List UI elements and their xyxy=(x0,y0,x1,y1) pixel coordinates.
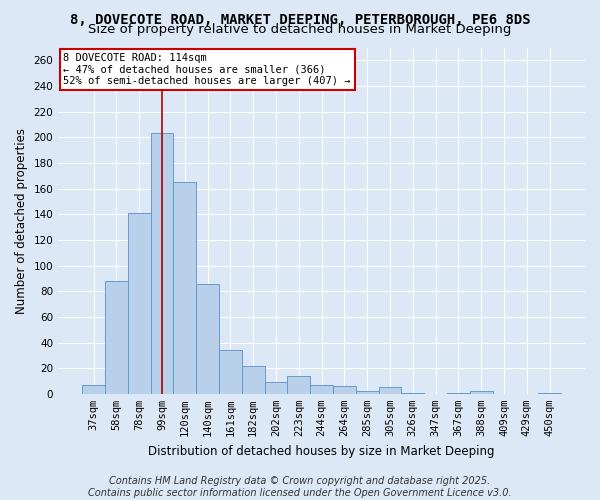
Bar xyxy=(447,392,470,394)
Bar xyxy=(310,385,333,394)
Text: Contains HM Land Registry data © Crown copyright and database right 2025.
Contai: Contains HM Land Registry data © Crown c… xyxy=(88,476,512,498)
Text: 8, DOVECOTE ROAD, MARKET DEEPING, PETERBOROUGH, PE6 8DS: 8, DOVECOTE ROAD, MARKET DEEPING, PETERB… xyxy=(70,12,530,26)
Bar xyxy=(105,281,128,394)
Bar xyxy=(196,284,219,394)
Bar xyxy=(356,391,379,394)
Bar xyxy=(219,350,242,394)
Bar xyxy=(538,392,561,394)
Bar xyxy=(82,385,105,394)
Bar xyxy=(173,182,196,394)
Text: Size of property relative to detached houses in Market Deeping: Size of property relative to detached ho… xyxy=(88,22,512,36)
X-axis label: Distribution of detached houses by size in Market Deeping: Distribution of detached houses by size … xyxy=(148,444,495,458)
Bar xyxy=(128,213,151,394)
Bar xyxy=(470,391,493,394)
Bar xyxy=(287,376,310,394)
Bar xyxy=(242,366,265,394)
Y-axis label: Number of detached properties: Number of detached properties xyxy=(15,128,28,314)
Bar xyxy=(151,134,173,394)
Bar xyxy=(379,388,401,394)
Text: 8 DOVECOTE ROAD: 114sqm
← 47% of detached houses are smaller (366)
52% of semi-d: 8 DOVECOTE ROAD: 114sqm ← 47% of detache… xyxy=(64,52,351,86)
Bar xyxy=(265,382,287,394)
Bar xyxy=(333,386,356,394)
Bar xyxy=(401,392,424,394)
